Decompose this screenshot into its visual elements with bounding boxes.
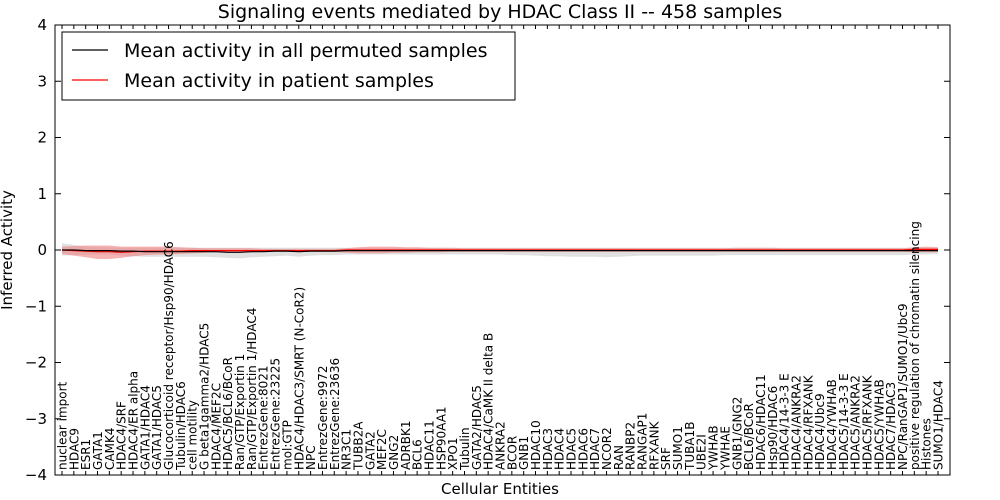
x-tick-label: Ran/GTP/Exportin 1/HDAC4 bbox=[245, 308, 259, 470]
x-tick-label: HDAC4/CaMK II delta B bbox=[482, 333, 496, 470]
x-tick-label: Tubulin bbox=[458, 427, 472, 471]
y-tick-label: −1 bbox=[25, 297, 47, 315]
x-tick-label: HDAC4 bbox=[553, 428, 567, 470]
x-tick-label: Glucocorticoid receptor/Hsp90/HDAC6 bbox=[162, 241, 176, 470]
x-tick-label: EntrezGene:23636 bbox=[328, 358, 342, 470]
x-tick-label: ADRBK1 bbox=[399, 420, 413, 470]
x-tick-label: RAN bbox=[612, 445, 626, 470]
x-tick-label: HDAC5 bbox=[565, 428, 579, 470]
y-tick-label: −3 bbox=[25, 410, 47, 428]
x-tick-label: SRF bbox=[659, 447, 673, 470]
legend-box bbox=[61, 31, 516, 101]
y-tick-label: −2 bbox=[25, 354, 47, 372]
x-tick-label: GNB1 bbox=[517, 436, 531, 470]
x-tick-label: HDAC9 bbox=[67, 428, 81, 470]
x-tick-label: HDAC4/SRF bbox=[115, 401, 129, 470]
x-tick-label: HDAC5/14-3-3 E bbox=[837, 373, 851, 470]
x-tick-label: SUMO1/HDAC4 bbox=[932, 380, 946, 470]
x-tick-label: RFXANK bbox=[647, 420, 661, 470]
x-tick-label: HDAC4/ER alpha bbox=[127, 371, 141, 470]
x-tick-label: HDAC4/Ubc9 bbox=[813, 393, 827, 470]
legend: Mean activity in all permuted samples Me… bbox=[61, 31, 516, 101]
x-tick-label: HDAC4/HDAC3/SMRT (N-CoR2) bbox=[292, 287, 306, 470]
legend-label-permuted: Mean activity in all permuted samples bbox=[124, 40, 487, 62]
y-tick-label: 2 bbox=[37, 129, 47, 147]
x-tick-label: HDAC5/ANKRA2 bbox=[849, 375, 863, 470]
x-tick-label: EntrezGene:23225 bbox=[269, 358, 283, 470]
x-tick-label: YWHAE bbox=[718, 426, 732, 471]
x-tick-label: BCL6 bbox=[411, 439, 425, 470]
x-tick-label: HSP90AA1 bbox=[434, 406, 448, 470]
x-tick-label: HDAC4/ANKRA2 bbox=[789, 375, 803, 470]
x-tick-label: CAMK4 bbox=[103, 428, 117, 470]
x-tick-label: GATA1/HDAC5 bbox=[150, 385, 164, 470]
x-tick-label: MEF2C bbox=[375, 429, 389, 470]
x-tick-label: BCL6/BCoR bbox=[742, 403, 756, 470]
x-tick-label: HDAC10 bbox=[529, 420, 543, 470]
x-tick-label: GATA2 bbox=[363, 431, 377, 470]
x-tick-label: HDAC4/YWHAB bbox=[825, 379, 839, 470]
x-tick-label: RANBP2 bbox=[624, 422, 638, 470]
x-tick-label: XPO1 bbox=[446, 437, 460, 470]
x-tick-label: SUMO1 bbox=[671, 426, 685, 470]
x-tick-label: YWHAB bbox=[707, 425, 721, 471]
x-tick-label: HDAC5/YWHAB bbox=[872, 379, 886, 470]
x-tick-label: GATA1 bbox=[91, 431, 105, 470]
x-tick-label: HDAC4/RFXANK bbox=[801, 374, 815, 470]
x-tick-label: HDAC4/MEF2C bbox=[209, 383, 223, 470]
chart-title: Signaling events mediated by HDAC Class … bbox=[218, 1, 782, 23]
x-tick-label: EntrezGene:9972 bbox=[316, 366, 330, 471]
x-tick-label: Ran/GTP/Exportin 1 bbox=[233, 354, 247, 470]
y-axis: 4 3 2 1 0 −1 −2 −3 −4 bbox=[25, 16, 950, 484]
x-tick-label: HDAC5/BCL6/BCoR bbox=[221, 357, 235, 470]
x-tick-label: Histones bbox=[920, 418, 934, 470]
x-axis: nuclear importHDAC9ESR1GATA1CAMK4HDAC4/S… bbox=[56, 25, 946, 475]
x-tick-label: G beta1gamma2/HDAC5 bbox=[198, 323, 212, 470]
x-tick-label: NCOR2 bbox=[600, 427, 614, 470]
x-tick-label: EntrezGene:8021 bbox=[257, 366, 271, 471]
x-tick-label: BCOR bbox=[505, 436, 519, 470]
x-tick-label: TUBA1B bbox=[683, 422, 697, 471]
x-tick-label: ANKRA2 bbox=[494, 421, 508, 470]
x-axis-label: Cellular Entities bbox=[441, 480, 559, 498]
x-tick-label: HDAC6 bbox=[576, 428, 590, 470]
x-tick-label: TUBB2A bbox=[351, 421, 365, 471]
x-tick-label: cell motility bbox=[186, 400, 200, 470]
y-tick-label: 3 bbox=[37, 72, 47, 90]
x-tick-label: positive regulation of chromatin silenci… bbox=[908, 221, 922, 470]
x-tick-label: RANGAP1 bbox=[636, 413, 650, 470]
x-tick-label: HDAC7 bbox=[588, 428, 602, 470]
y-tick-label: 1 bbox=[37, 185, 47, 203]
band-patient bbox=[62, 245, 938, 259]
x-tick-label: NPC/RanGAP1/SUMO1/Ubc9 bbox=[896, 303, 910, 470]
x-tick-label: NPC bbox=[304, 445, 318, 470]
x-tick-label: HDAC4/14-3-3 E bbox=[778, 373, 792, 470]
series-lines bbox=[61, 248, 938, 253]
x-tick-label: Tubulin/HDAC6 bbox=[174, 381, 188, 471]
x-tick-label: GNB1/GNG2 bbox=[730, 397, 744, 470]
x-tick-label: UBE2I bbox=[695, 434, 709, 470]
x-tick-label: HDAC6/HDAC11 bbox=[754, 374, 768, 470]
x-tick-label: Hsp90/HDAC6 bbox=[766, 386, 780, 470]
line-permuted bbox=[62, 249, 938, 253]
x-tick-label: HDAC3 bbox=[541, 428, 555, 470]
y-axis-label: Inferred Activity bbox=[0, 190, 16, 310]
x-tick-label: HDAC11 bbox=[423, 420, 437, 470]
x-tick-label: nuclear import bbox=[56, 381, 70, 470]
y-tick-label: 0 bbox=[37, 241, 47, 259]
y-tick-label: −4 bbox=[25, 466, 47, 484]
legend-label-patient: Mean activity in patient samples bbox=[124, 70, 434, 92]
y-tick-label: 4 bbox=[37, 16, 47, 34]
x-tick-label: ESR1 bbox=[79, 439, 93, 470]
x-tick-label: HDAC7/HDAC3 bbox=[884, 382, 898, 470]
x-tick-label: HDAC5/RFXANK bbox=[861, 374, 875, 470]
x-tick-label: GATA2/HDAC5 bbox=[470, 385, 484, 470]
x-tick-label: GATA1/HDAC4 bbox=[138, 385, 152, 470]
x-tick-label: mol:GTP bbox=[280, 420, 294, 470]
x-tick-label: GNG2 bbox=[387, 435, 401, 470]
x-tick-label: NR3C1 bbox=[340, 429, 354, 470]
